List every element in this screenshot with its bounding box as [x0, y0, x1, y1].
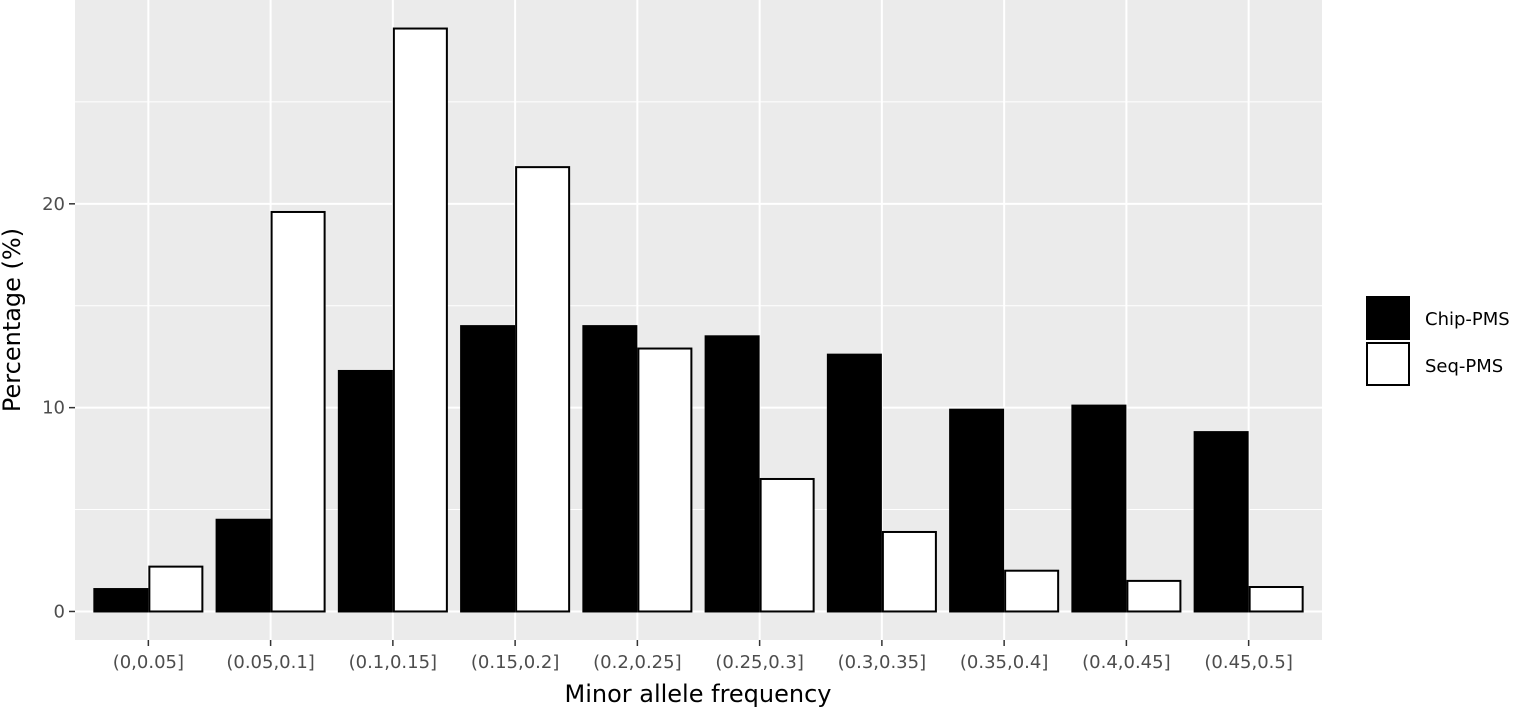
legend-label-seq-pms: Seq-PMS: [1425, 356, 1503, 377]
bar-seq-pms: [515, 166, 571, 613]
bar-chip-pms: [93, 588, 149, 613]
bar-chip-pms: [1071, 404, 1127, 613]
bar-chip-pms: [704, 335, 760, 613]
y-axis-title: Percentage (%): [0, 228, 26, 412]
x-axis: (0,0.05] (0.05,0.1] (0.1,0.15] (0.15,0.2] (0…: [113, 640, 1293, 673]
bar-chip-pms: [337, 369, 393, 613]
bar-chip-pms: [826, 353, 882, 613]
y-tick-label: 0: [54, 601, 65, 622]
bar-seq-pms: [881, 530, 937, 613]
x-tick-label: (0.3,0.35]: [838, 652, 926, 673]
bar-chip-pms: [582, 325, 638, 613]
legend-label-chip-pms: Chip-PMS: [1425, 309, 1510, 330]
bar-seq-pms: [1248, 586, 1304, 613]
y-axis: 0 10 20: [42, 194, 75, 622]
x-tick-label: (0.05,0.1]: [226, 652, 314, 673]
x-tick-label: (0,0.05]: [113, 652, 184, 673]
legend-key-chip-pms: [1366, 296, 1410, 340]
x-tick-label: (0.15,0.2]: [471, 652, 559, 673]
x-tick-label: (0.45,0.5]: [1204, 652, 1292, 673]
y-tick-label: 10: [42, 398, 65, 419]
x-tick-label: (0.25,0.3]: [715, 652, 803, 673]
bar-seq-pms: [637, 347, 693, 613]
bar-seq-pms: [759, 477, 815, 613]
bar-chip-pms: [1193, 431, 1249, 613]
bar-seq-pms: [1126, 579, 1182, 613]
x-tick-label: (0.35,0.4]: [960, 652, 1048, 673]
bar-seq-pms: [1004, 569, 1060, 613]
x-tick-label: (0.2,0.25]: [593, 652, 681, 673]
bar-seq-pms: [148, 565, 204, 613]
y-tick-label: 20: [42, 194, 65, 215]
bar-chip-pms: [215, 518, 271, 613]
x-tick-label: (0.1,0.15]: [349, 652, 437, 673]
legend: Chip-PMS Seq-PMS: [1366, 296, 1510, 386]
x-axis-title: Minor allele frequency: [564, 680, 831, 708]
bar-seq-pms: [392, 27, 448, 613]
x-tick-label: (0.4,0.45]: [1082, 652, 1170, 673]
bar-chip-pms: [460, 325, 516, 613]
bar-seq-pms: [270, 210, 326, 613]
legend-key-seq-pms: [1366, 342, 1410, 386]
bar-chip-pms: [949, 408, 1005, 613]
bars: [93, 27, 1304, 613]
